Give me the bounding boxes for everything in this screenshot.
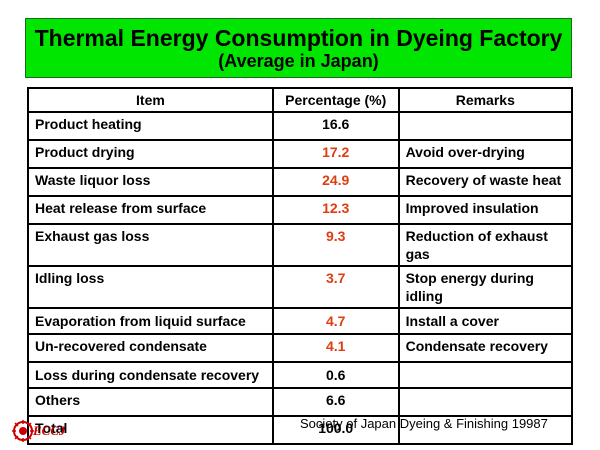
table-row: Idling loss 3.7 Stop energy during idling	[27, 265, 574, 309]
cell-item: Waste liquor loss	[27, 167, 274, 197]
cell-percentage: 12.3	[271, 195, 400, 225]
cell-remark	[397, 415, 574, 445]
logo-text: ECCJ	[33, 423, 66, 438]
table-row: Un-recovered condensate 4.1 Condensate rec…	[27, 333, 574, 363]
cell-item: Idling loss	[27, 265, 274, 309]
cell-item: Loss during condensate recovery	[27, 361, 274, 389]
cell-remark: Recovery of waste heat	[397, 167, 574, 197]
column-header-percentage: Percentage (%)	[271, 87, 400, 113]
cell-item: Evaporation from liquid surface	[27, 307, 274, 335]
cell-percentage: 6.6	[271, 387, 400, 417]
column-header-item: Item	[27, 87, 274, 113]
energy-table: Item Percentage (%) Remarks Product heat…	[27, 87, 574, 445]
cell-percentage: 16.6	[271, 111, 400, 141]
cell-item: Product heating	[27, 111, 274, 141]
cell-percentage: 4.7	[271, 307, 400, 335]
table-row: Total 100.0	[27, 415, 574, 445]
source-citation: Society of Japan Dyeing & Finishing 1998…	[300, 416, 548, 431]
cell-remark	[397, 361, 574, 389]
cell-percentage: 17.2	[271, 139, 400, 169]
cell-remark: Improved insulation	[397, 195, 574, 225]
table-row: Others 6.6	[27, 387, 574, 417]
cell-item: Others	[27, 387, 274, 417]
cell-item: Un-recovered condensate	[27, 333, 274, 363]
cell-percentage: 3.7	[271, 265, 400, 309]
cell-remark: Avoid over-drying	[397, 139, 574, 169]
table-row: Exhaust gas loss 9.3 Reduction of exhaust …	[27, 223, 574, 267]
table-row: Heat release from surface 12.3 Improved in…	[27, 195, 574, 225]
cell-percentage: 24.9	[271, 167, 400, 197]
cell-item: Heat release from surface	[27, 195, 274, 225]
table-row: Product drying 17.2 Avoid over-drying	[27, 139, 574, 169]
cell-remark: Install a cover	[397, 307, 574, 335]
page-number: 7	[540, 416, 548, 431]
table-row: Evaporation from liquid surface 4.7 Instal…	[27, 307, 574, 335]
table-row: Loss during condensate recovery 0.6	[27, 361, 574, 389]
cell-remark: Reduction of exhaust gas	[397, 223, 574, 267]
cell-item: Product drying	[27, 139, 274, 169]
page-title: Thermal Energy Consumption in Dyeing Fac…	[34, 25, 563, 51]
table-row: Waste liquor loss 24.9 Recovery of waste h…	[27, 167, 574, 197]
cell-percentage: 9.3	[271, 223, 400, 267]
cell-remark	[397, 111, 574, 141]
column-header-remarks: Remarks	[397, 87, 574, 113]
cell-percentage: 100.0	[271, 415, 400, 445]
table-header-row: Item Percentage (%) Remarks	[27, 87, 574, 113]
cell-remark: Stop energy during idling	[397, 265, 574, 309]
cell-item: Total	[27, 415, 274, 445]
cell-percentage: 0.6	[271, 361, 400, 389]
page-subtitle: (Average in Japan)	[218, 51, 379, 71]
cell-percentage: 4.1	[271, 333, 400, 363]
cell-item: Exhaust gas loss	[27, 223, 274, 267]
eccj-logo-icon	[12, 420, 34, 442]
table-row: Product heating 16.6	[27, 111, 574, 141]
eccj-logo	[12, 420, 72, 442]
source-text: Society of Japan Dyeing & Finishing 1998	[300, 416, 541, 431]
cell-remark	[397, 387, 574, 417]
title-banner: Thermal Energy Consumption in Dyeing Fac…	[25, 18, 572, 78]
cell-remark: Condensate recovery	[397, 333, 574, 363]
